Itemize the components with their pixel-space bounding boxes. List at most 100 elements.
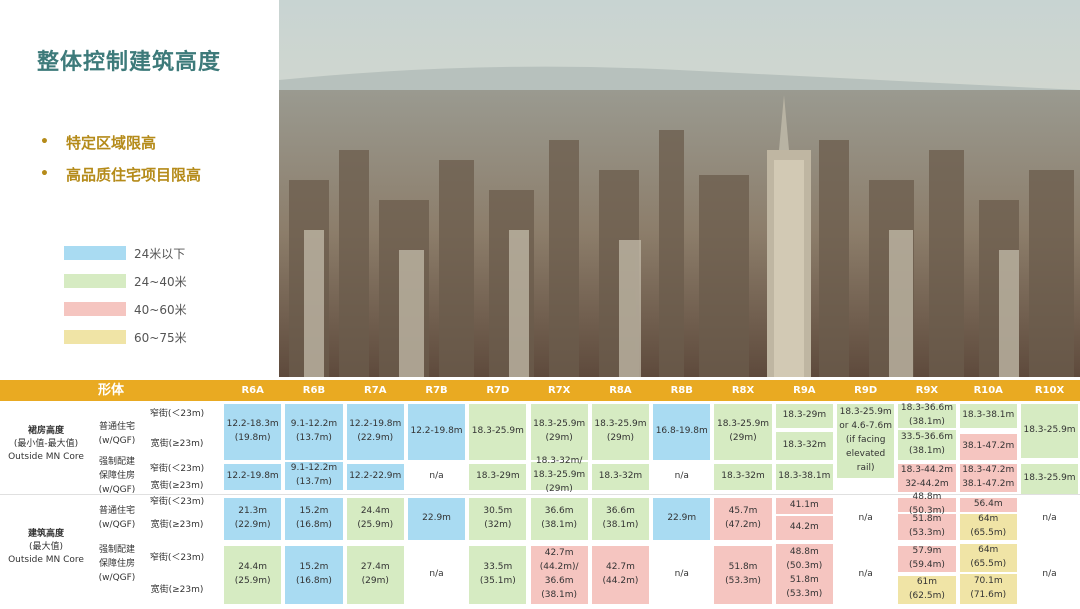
type-mandatory-label: 强制配建 保障住房 (w/QGF) bbox=[98, 457, 136, 495]
table-cell-b_r9x_w: 32-44.2m bbox=[898, 478, 956, 492]
table-cell-a_r6b: 9.1-12.2m (13.7m) bbox=[285, 404, 343, 460]
column-header-r10x: R10X bbox=[1034, 385, 1065, 396]
table-cell-b_r10a_n: 18.3-47.2m bbox=[959, 464, 1017, 478]
table-cell-d_r10a_w: 70.1m (71.6m) bbox=[959, 574, 1017, 604]
table-cell-d_r7x: 42.7m (44.2m)/ 36.6m (38.1m) bbox=[530, 546, 588, 604]
column-header-r7b: R7B bbox=[425, 385, 448, 396]
column-header-r7a: R7A bbox=[364, 385, 387, 396]
table-cell-c_r9x_w: 51.8m (53.3m) bbox=[898, 514, 956, 540]
table-cell-d_r8b: n/a bbox=[674, 569, 689, 580]
table-cell-d_r7b: n/a bbox=[429, 569, 444, 580]
table-cell-a_r9x_n: 18.3-36.6m (38.1m) bbox=[898, 403, 956, 428]
street-wide-label: 宽街(≥23m) bbox=[150, 520, 204, 531]
table-cell-d_r9d: n/a bbox=[858, 569, 873, 580]
bullet-dot-icon: • bbox=[40, 166, 49, 182]
street-narrow-label: 窄街(＜23m) bbox=[149, 497, 205, 508]
table-cell-d_r9a: 48.8m (50.3m) 51.8m (53.3m) bbox=[775, 544, 833, 604]
table-cell-c_r6b: 15.2m (16.8m) bbox=[285, 498, 343, 540]
table-cell-a_r7b: 12.2-19.8m bbox=[407, 404, 466, 460]
section-building-label: 建筑高度 (最大值) Outside MN Core bbox=[4, 528, 88, 567]
height-table: 形体 R6A R6B R7A R7B R7D R7X R8A R8B R8X R9A R9D R9X R… bbox=[0, 380, 1080, 609]
table-cell-d_r7a: 27.4m (29m) bbox=[346, 546, 404, 604]
street-wide-label: 宽街(≥23m) bbox=[150, 585, 204, 596]
table-cell-b_r6a: 12.2-19.8m bbox=[224, 464, 282, 490]
table-cell-b_r7x: 18.3-32m/ 18.3-25.9m (29m) bbox=[530, 456, 588, 494]
column-header-r7x: R7X bbox=[547, 385, 571, 396]
form-header: 形体 bbox=[97, 383, 124, 398]
table-cell-a_r6a: 12.2-18.3m (19.8m) bbox=[224, 404, 282, 460]
bullet-list: • 特定区域限高 • 高品质住宅项目限高 bbox=[40, 126, 201, 190]
table-cell-a_r10a_n: 18.3-38.1m bbox=[959, 404, 1017, 428]
table-cell-a_r9d: 18.3-25.9m or 4.6-7.6m (if facing elevat… bbox=[837, 404, 895, 478]
table-cell-b_r8b: n/a bbox=[674, 471, 689, 482]
bullet-item: • 特定区域限高 bbox=[40, 126, 201, 158]
column-header-r8x: R8X bbox=[731, 385, 755, 396]
legend-swatch bbox=[64, 330, 126, 344]
table-cell-c_r7b: 22.9m bbox=[407, 498, 466, 540]
table-cell-a_r9x_w: 33.5-36.6m (38.1m) bbox=[898, 430, 956, 460]
legend-swatch bbox=[64, 246, 126, 260]
table-cell-a_r8x: 18.3-25.9m (29m) bbox=[714, 404, 772, 460]
table-cell-b_r8x: 18.3-32m bbox=[714, 464, 772, 490]
table-cell-a_r8b: 16.8-19.8m bbox=[653, 404, 711, 460]
street-narrow-label: 窄街(＜23m) bbox=[149, 553, 205, 564]
street-wide-label: 宽街(≥23m) bbox=[150, 439, 204, 450]
table-cell-d_r10x: n/a bbox=[1042, 569, 1057, 580]
column-header-r6b: R6B bbox=[302, 385, 326, 396]
table-cell-c_r9d: n/a bbox=[858, 513, 873, 524]
column-header-r8b: R8B bbox=[670, 385, 693, 396]
type-mandatory-label: 强制配建 保障住房 (w/QGF) bbox=[98, 545, 136, 583]
legend-swatch bbox=[64, 274, 126, 288]
table-cell-a_r9a_n: 18.3-29m bbox=[775, 404, 833, 428]
table-cell-d_r9x_n: 57.9m (59.4m) bbox=[898, 546, 956, 572]
column-header-r8a: R8A bbox=[609, 385, 632, 396]
type-general-label: 普通住宅 (w/QGF) bbox=[98, 506, 136, 530]
table-cell-b_r10a_w: 38.1-47.2m bbox=[959, 478, 1017, 492]
table-cell-d_r6b: 15.2m (16.8m) bbox=[285, 546, 343, 604]
column-header-r10a: R10A bbox=[973, 385, 1003, 396]
legend-label: 24米以下 bbox=[134, 246, 186, 261]
column-header-r9d: R9D bbox=[854, 385, 878, 396]
table-cell-b_r7a: 12.2-22.9m bbox=[346, 464, 404, 490]
table-cell-b_r7b: n/a bbox=[429, 471, 444, 482]
legend-item: 40~60米 bbox=[64, 295, 187, 323]
table-cell-c_r7x: 36.6m (38.1m) bbox=[530, 498, 588, 540]
street-wide-label: 宽街(≥23m) bbox=[150, 481, 204, 492]
table-cell-c_r8a: 36.6m (38.1m) bbox=[591, 498, 650, 540]
table-cell-d_r8x: 51.8m (53.3m) bbox=[714, 546, 772, 604]
table-cell-b_r9x_n: 18.3-44.2m bbox=[898, 464, 956, 478]
legend-label: 60~75米 bbox=[134, 330, 187, 345]
table-cell-a_r7x: 18.3-25.9m (29m) bbox=[530, 404, 588, 460]
table-cell-b_r7d: 18.3-29m bbox=[469, 464, 527, 490]
table-cell-c_r7d: 30.5m (32m) bbox=[469, 498, 527, 540]
section-core: Outside MN Core bbox=[8, 452, 84, 463]
table-cell-c_r10a_w: 64m (65.5m) bbox=[959, 514, 1017, 540]
section-title: 建筑高度 bbox=[27, 529, 64, 539]
table-cell-c_r10x: n/a bbox=[1042, 513, 1057, 524]
column-header-r6a: R6A bbox=[241, 385, 264, 396]
city-skyline-photo bbox=[279, 0, 1080, 377]
table-cell-b_r9a: 18.3-38.1m bbox=[775, 464, 833, 490]
bullet-item: • 高品质住宅项目限高 bbox=[40, 158, 201, 190]
legend-item: 24米以下 bbox=[64, 239, 187, 267]
table-cell-a_r10x: 18.3-25.9m bbox=[1020, 404, 1079, 458]
table-cell-c_r8x: 45.7m (47.2m) bbox=[714, 498, 772, 540]
table-cell-d_r10a_n: 64m (65.5m) bbox=[959, 544, 1017, 572]
table-cell-d_r7d: 33.5m (35.1m) bbox=[469, 546, 527, 604]
legend-label: 40~60米 bbox=[134, 302, 187, 317]
section-title: 裙房高度 bbox=[27, 426, 64, 436]
section-subtitle: (最大值) bbox=[28, 542, 64, 553]
column-header-r9a: R9A bbox=[793, 385, 816, 396]
table-cell-b_r8a: 18.3-32m bbox=[591, 464, 650, 490]
table-cell-c_r9x_n: 48.8m (50.3m) bbox=[898, 492, 956, 516]
street-narrow-label: 窄街(＜23m) bbox=[149, 464, 205, 475]
page-title: 整体控制建筑高度 bbox=[37, 50, 222, 75]
column-header-r9x: R9X bbox=[915, 385, 939, 396]
bullet-text: 高品质住宅项目限高 bbox=[66, 165, 202, 184]
legend-item: 24~40米 bbox=[64, 267, 187, 295]
height-legend: 24米以下 24~40米 40~60米 60~75米 bbox=[64, 239, 187, 351]
legend-swatch bbox=[64, 302, 126, 316]
table-cell-c_r10a_n: 56.4m bbox=[959, 498, 1017, 512]
table-cell-b_r6b: 9.1-12.2m (13.7m) bbox=[285, 462, 343, 490]
table-cell-b_r10x: 18.3-25.9m bbox=[1020, 464, 1079, 494]
